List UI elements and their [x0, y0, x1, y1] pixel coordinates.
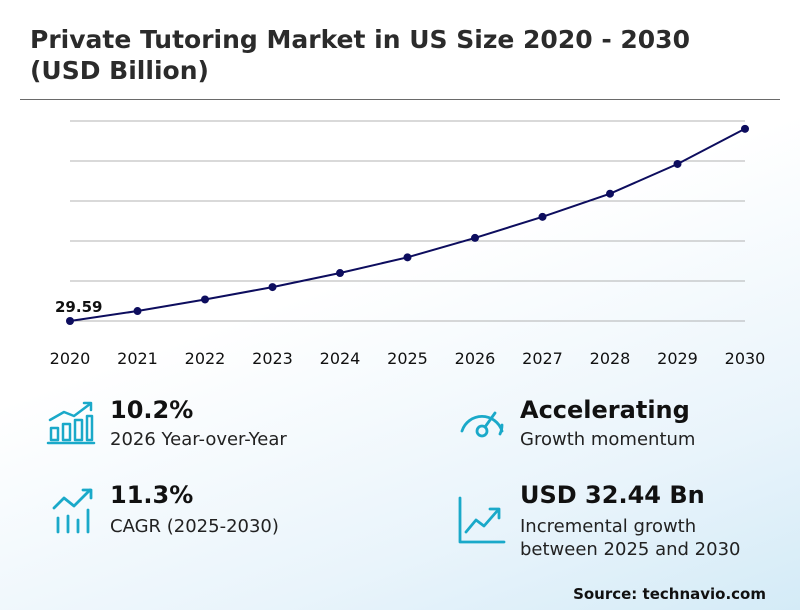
gridlines — [70, 120, 745, 322]
data-point-2028 — [606, 189, 614, 198]
x-tick-label: 2022 — [185, 349, 226, 368]
x-tick-label: 2026 — [455, 349, 496, 368]
stat-momentum-label: Growth momentum — [520, 429, 696, 450]
source-credit: Source: technavio.com — [573, 585, 766, 603]
data-point-2020 — [66, 317, 74, 325]
x-tick-label: 2029 — [657, 349, 698, 368]
data-point-2021 — [133, 307, 142, 316]
stat-incremental-value: USD 32.44 Bn — [520, 481, 705, 509]
x-tick-label: 2024 — [320, 349, 361, 368]
trend-bars-icon — [52, 488, 93, 534]
x-tick-labels: 2020 2021 2022 2023 2024 2025 2026 2027 2028 2029… — [50, 349, 766, 368]
data-point-2025 — [403, 253, 412, 262]
x-tick-label: 2023 — [252, 349, 293, 368]
stat-momentum-value: Accelerating — [520, 396, 690, 424]
stat-yoy-label: 2026 Year-over-Year — [110, 429, 287, 450]
data-point-2023 — [268, 283, 277, 292]
x-tick-label: 2027 — [522, 349, 563, 368]
x-tick-label: 2028 — [590, 349, 631, 368]
stat-cagr-value: 11.3% — [110, 481, 194, 509]
chart-title: Private Tutoring Market in US Size 2020 … — [30, 25, 690, 85]
data-points — [66, 124, 749, 325]
x-tick-label: 2030 — [725, 349, 766, 368]
data-labels: 29.59 — [55, 298, 102, 316]
x-tick-label: 2025 — [387, 349, 428, 368]
data-label: 29.59 — [55, 298, 102, 316]
bar-chart-growth-icon — [46, 401, 96, 445]
x-tick-label: 2020 — [50, 349, 91, 368]
data-point-2026 — [471, 233, 479, 242]
stat-incremental-label-line2: between 2025 and 2030 — [520, 539, 741, 560]
x-tick-label: 2021 — [117, 349, 158, 368]
data-point-2024 — [336, 269, 344, 278]
data-point-2030 — [741, 124, 749, 133]
stat-incremental-label-line1: Incremental growth — [520, 516, 697, 537]
title-divider — [20, 99, 780, 100]
data-point-2027 — [538, 212, 547, 221]
stat-yoy-value: 10.2% — [110, 396, 194, 424]
speedometer-icon — [460, 411, 504, 438]
stat-cagr-label: CAGR (2025-2030) — [110, 516, 279, 537]
data-point-2029 — [673, 159, 682, 168]
line-growth-icon — [458, 496, 506, 544]
data-point-2022 — [201, 295, 209, 304]
series-line — [69, 127, 746, 322]
line-chart: 2020 2021 2022 2023 2024 2025 2026 2027 2028 2029… — [50, 120, 766, 368]
